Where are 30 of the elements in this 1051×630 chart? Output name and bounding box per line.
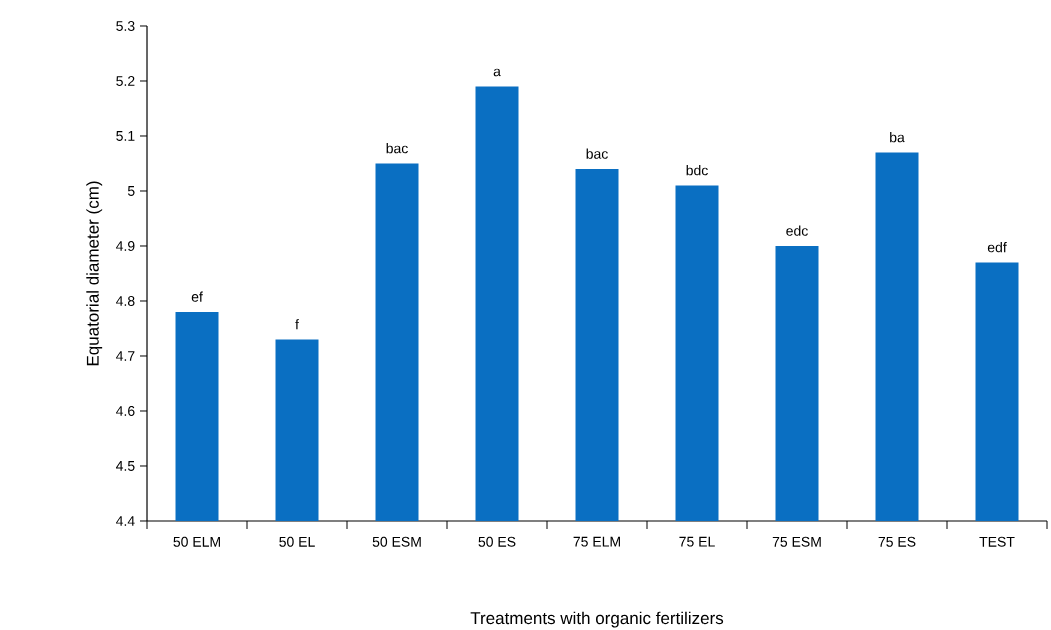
annotation: edf [987,242,1007,253]
x-tick-label: TEST [979,536,1015,547]
annotation: a [493,68,501,77]
y-tick-label: 5.3 [116,21,135,31]
annotation: edc [786,225,808,236]
annotation: ba [890,132,905,143]
annotation: bdc [686,165,708,176]
y-tick-label: 5 [127,186,135,196]
y-tick-label: 4.5 [116,461,135,471]
x-axis-title: Treatments with organic fertilizers [470,611,724,628]
annotation: bac [586,148,608,159]
x-tick-label: 75 EL [679,536,715,547]
y-tick-label: 4.6 [116,406,135,416]
x-tick-label: 50 ELM [173,536,220,547]
y-tick-label: 4.7 [116,351,135,361]
x-tick-label: 50 EL [279,536,315,547]
x-tick-label: 75 ELM [573,536,620,547]
y-tick-label: 4.4 [116,516,135,526]
y-tick-label: 4.8 [116,296,135,306]
annotation: ef [191,291,203,302]
annotation: f [295,319,299,330]
x-tick-label: 75 ES [878,536,916,547]
x-tick-label: 50 ES [478,536,516,547]
annotation: bac [386,143,408,154]
x-tick-label: 75 ESM [772,536,821,547]
y-tick-label: 4.9 [116,241,135,251]
x-tick-label: 50 ESM [372,536,421,547]
y-axis-title: Equatorial diameter (cm) [86,181,103,366]
y-tick-label: 5.2 [116,76,135,86]
y-tick-label: 5.1 [116,131,135,141]
